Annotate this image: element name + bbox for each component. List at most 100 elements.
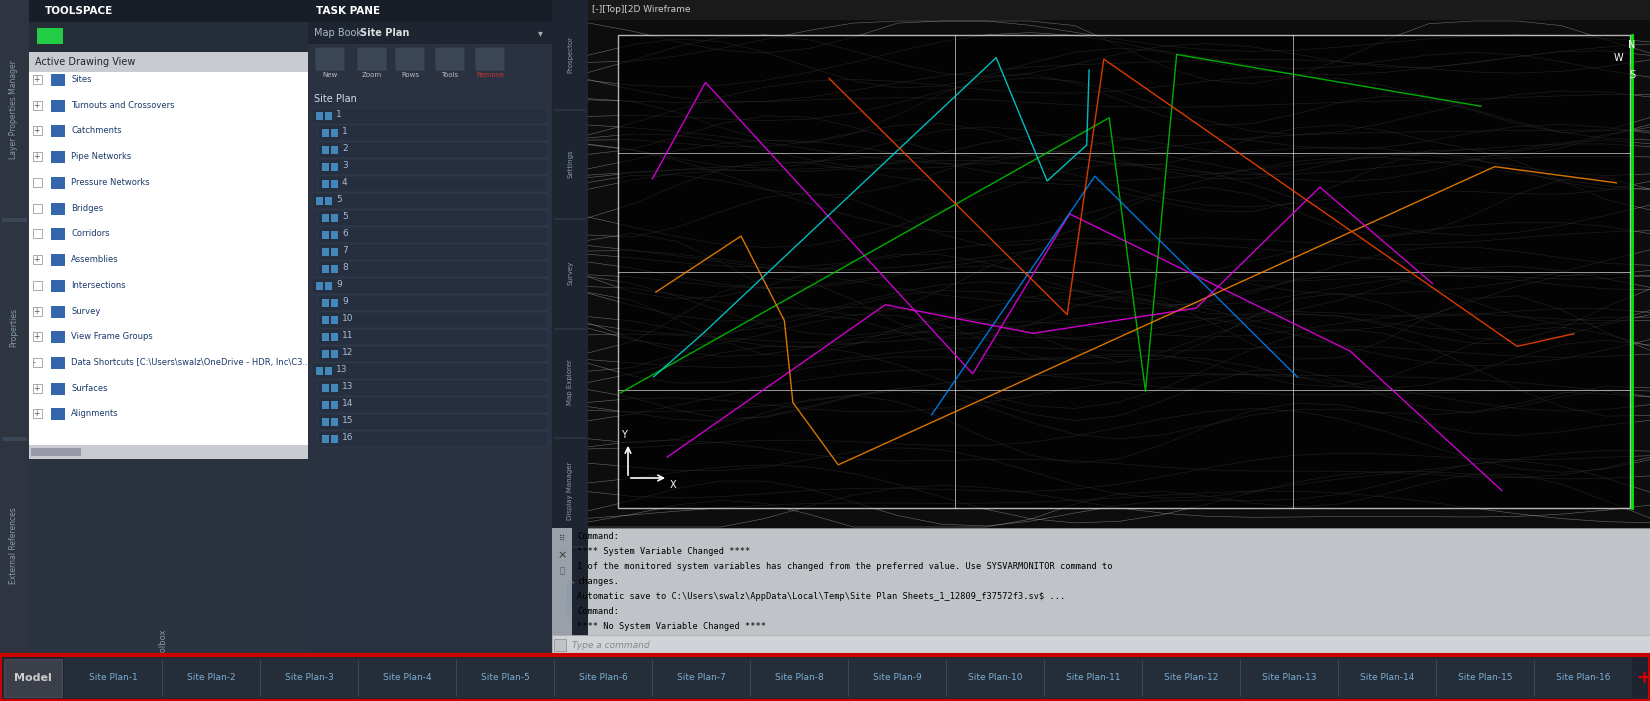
Bar <box>332 350 338 358</box>
Text: Remove: Remove <box>475 72 503 78</box>
Text: Site Plan-4: Site Plan-4 <box>383 674 431 683</box>
Text: Rows: Rows <box>401 72 419 78</box>
Bar <box>312 193 548 209</box>
Bar <box>33 229 41 238</box>
Bar <box>51 151 64 163</box>
Text: Surfaces: Surfaces <box>71 383 107 393</box>
Bar <box>33 358 41 367</box>
Bar <box>553 528 1650 655</box>
Text: Site Plan-10: Site Plan-10 <box>969 674 1023 683</box>
Bar <box>162 658 261 698</box>
Bar <box>318 431 548 447</box>
Text: [-][Top][2D Wireframe: [-][Top][2D Wireframe <box>592 6 690 15</box>
Bar <box>325 282 332 290</box>
Bar <box>332 299 338 307</box>
Bar <box>318 125 548 141</box>
Bar <box>332 401 338 409</box>
Bar <box>312 363 548 379</box>
Bar <box>332 418 338 426</box>
Bar <box>436 48 464 70</box>
Bar <box>0 655 1650 701</box>
Text: Site Plan: Site Plan <box>360 28 409 38</box>
Text: Toolbox: Toolbox <box>158 629 168 661</box>
Bar <box>51 409 64 421</box>
Bar <box>317 282 323 290</box>
Text: **** No System Variable Changed ****: **** No System Variable Changed **** <box>578 622 766 631</box>
Bar <box>945 658 1044 698</box>
Bar <box>318 244 548 260</box>
Text: Data Shortcuts [C:\Users\swalz\OneDrive - HDR, Inc\C3...: Data Shortcuts [C:\Users\swalz\OneDrive … <box>71 358 310 367</box>
Bar <box>358 658 455 698</box>
Bar <box>325 112 332 120</box>
Bar <box>33 126 41 135</box>
Bar <box>318 142 548 158</box>
Text: +: + <box>33 332 40 341</box>
Bar <box>317 112 323 120</box>
Text: Model: Model <box>15 673 51 683</box>
Bar <box>332 435 338 443</box>
Bar <box>322 316 328 324</box>
Text: Sites: Sites <box>71 75 91 84</box>
Bar <box>322 180 328 188</box>
Bar <box>455 658 554 698</box>
Text: W: W <box>1614 53 1624 63</box>
Bar <box>30 0 309 655</box>
Bar <box>318 312 548 328</box>
Bar <box>332 333 338 341</box>
Text: External References: External References <box>10 508 18 584</box>
Text: Pipe Networks: Pipe Networks <box>71 152 132 161</box>
Text: Alignments: Alignments <box>71 409 119 418</box>
Bar <box>322 129 328 137</box>
Bar <box>318 414 548 430</box>
Bar <box>309 22 553 44</box>
Bar <box>1241 658 1338 698</box>
Bar <box>2 437 26 441</box>
Text: Site Plan-14: Site Plan-14 <box>1360 674 1414 683</box>
Text: Properties: Properties <box>10 308 18 347</box>
Text: Catchments: Catchments <box>71 126 122 135</box>
Text: X: X <box>670 480 676 490</box>
Text: Display Manager: Display Manager <box>568 462 573 520</box>
Bar <box>325 197 332 205</box>
Bar <box>322 248 328 256</box>
Bar <box>554 218 586 220</box>
Text: Y: Y <box>620 430 627 440</box>
Text: TASK PANE: TASK PANE <box>317 6 380 16</box>
Bar <box>332 180 338 188</box>
Bar <box>587 20 1650 528</box>
Text: 1 of the monitored system variables has changed from the preferred value. Use SY: 1 of the monitored system variables has … <box>578 562 1112 571</box>
Bar <box>33 203 41 212</box>
Text: 5: 5 <box>342 212 348 221</box>
Bar <box>30 445 309 459</box>
Text: Pressure Networks: Pressure Networks <box>71 178 150 187</box>
Bar <box>332 231 338 239</box>
Text: 9: 9 <box>337 280 342 289</box>
Text: Survey: Survey <box>71 306 101 315</box>
Bar <box>554 639 566 651</box>
Text: +: + <box>33 126 40 135</box>
Text: Site Plan-13: Site Plan-13 <box>1262 674 1317 683</box>
Bar <box>30 52 309 72</box>
Text: View Frame Groups: View Frame Groups <box>71 332 153 341</box>
Bar <box>33 409 41 418</box>
Text: 1: 1 <box>342 127 348 136</box>
Bar <box>1534 658 1632 698</box>
Text: 5: 5 <box>337 195 342 204</box>
Bar <box>51 177 64 189</box>
Bar <box>3 659 63 697</box>
Bar <box>51 280 64 292</box>
Bar <box>318 329 548 345</box>
Bar <box>553 528 573 655</box>
Bar <box>312 278 548 294</box>
Bar <box>358 48 386 70</box>
Text: Site Plan-12: Site Plan-12 <box>1163 674 1218 683</box>
Bar <box>33 152 41 161</box>
Text: 7: 7 <box>342 246 348 255</box>
Bar <box>51 203 64 215</box>
Text: +: + <box>33 306 40 315</box>
Text: Settings: Settings <box>568 149 573 178</box>
Text: ×: × <box>558 550 566 560</box>
Text: 15: 15 <box>342 416 353 425</box>
Bar <box>322 299 328 307</box>
Bar <box>318 295 548 311</box>
